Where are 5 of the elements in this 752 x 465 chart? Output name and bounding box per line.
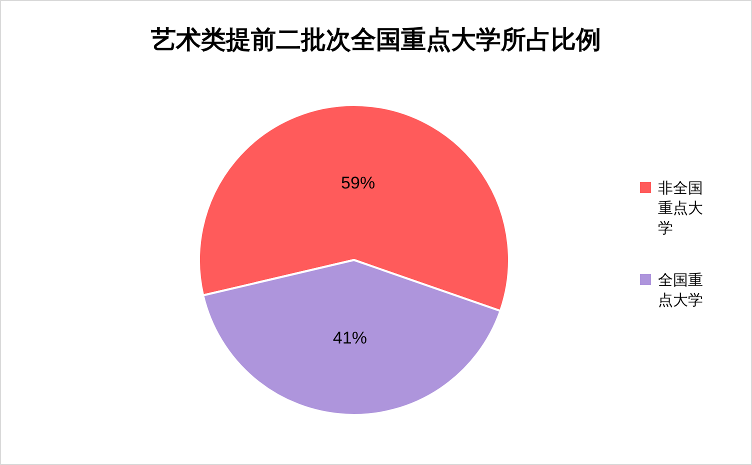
data-label: 59% — [341, 174, 376, 193]
data-label: 41% — [332, 328, 367, 348]
legend-label: 非全国重点大学 — [658, 180, 703, 237]
legend-label: 全国重点大学 — [658, 272, 703, 309]
chart-title: 艺术类提前二批次全国重点大学所占比例 — [150, 26, 601, 54]
